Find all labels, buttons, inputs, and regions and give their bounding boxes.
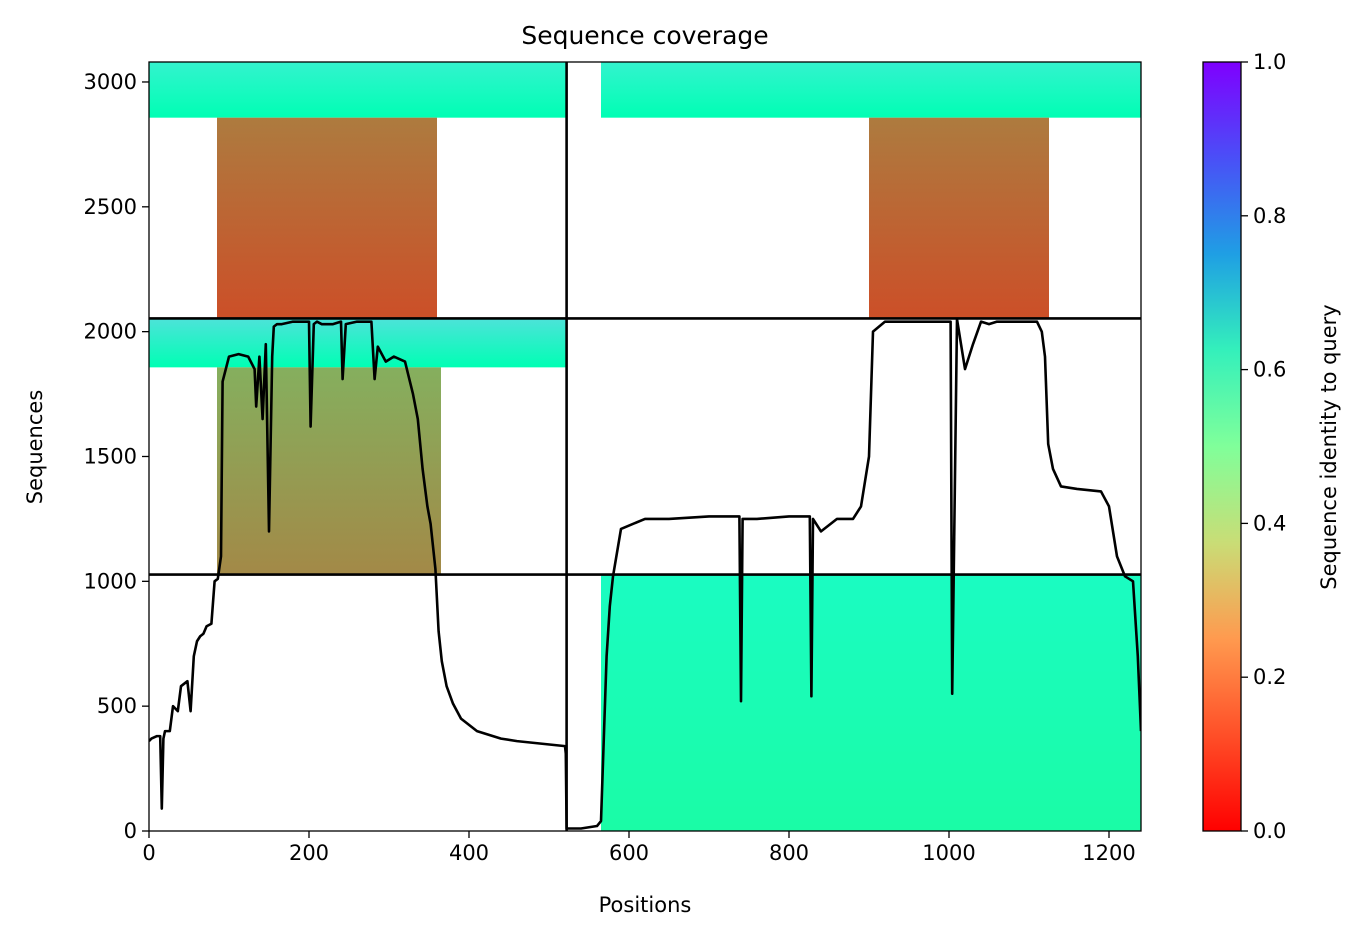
x-axis: 0 200 400 600 800 1000 1200 (142, 831, 1136, 865)
x-tick-label: 1200 (1082, 841, 1135, 865)
x-tick-label: 1000 (922, 841, 975, 865)
heatmap-block (217, 117, 437, 319)
chart-title: Sequence coverage (521, 21, 768, 50)
y-tick-label: 3000 (84, 70, 137, 94)
plot-area (148, 61, 1142, 832)
y-tick-label: 2500 (84, 195, 137, 219)
y-axis: 0 500 1000 1500 2000 2500 3000 (84, 70, 149, 843)
y-tick-label: 1000 (84, 569, 137, 593)
heatmap-block (149, 62, 567, 118)
y-tick-label: 2000 (84, 320, 137, 344)
colorbar-tick-label: 1.0 (1253, 50, 1286, 74)
x-axis-label: Positions (599, 893, 692, 917)
y-tick-label: 1500 (84, 444, 137, 468)
heatmap-blocks (149, 62, 1141, 831)
colorbar-tick-label: 0.8 (1253, 204, 1286, 228)
y-tick-label: 0 (124, 819, 137, 843)
colorbar-frame (1202, 61, 1242, 832)
colorbar-tick-label: 0.4 (1253, 511, 1286, 535)
x-tick-label: 0 (142, 841, 155, 865)
coverage-line (149, 317, 1141, 830)
colorbar-tick-label: 0.2 (1253, 665, 1286, 689)
colorbar-gradient (1203, 62, 1241, 831)
y-axis-label: Sequences (23, 390, 47, 505)
heatmap-block (149, 318, 567, 368)
colorbar-tick-label: 0.0 (1253, 819, 1286, 843)
group-separators (149, 62, 1141, 831)
colorbar-label: Sequence identity to query (1317, 304, 1341, 589)
heatmap-block (601, 574, 1141, 831)
plot-frame (148, 61, 1142, 832)
colorbar: 0.0 0.2 0.4 0.6 0.8 1.0 Sequence identity to … (1202, 50, 1341, 843)
heatmap-block (601, 62, 1141, 118)
heatmap-block (869, 117, 1049, 319)
colorbar-tick-label: 0.6 (1253, 358, 1286, 382)
y-tick-label: 500 (97, 694, 137, 718)
colorbar-ticks: 0.0 0.2 0.4 0.6 0.8 1.0 (1241, 50, 1286, 843)
x-tick-label: 600 (609, 841, 649, 865)
x-tick-label: 400 (449, 841, 489, 865)
x-tick-label: 200 (289, 841, 329, 865)
heatmap-block (217, 367, 441, 575)
x-tick-label: 800 (769, 841, 809, 865)
